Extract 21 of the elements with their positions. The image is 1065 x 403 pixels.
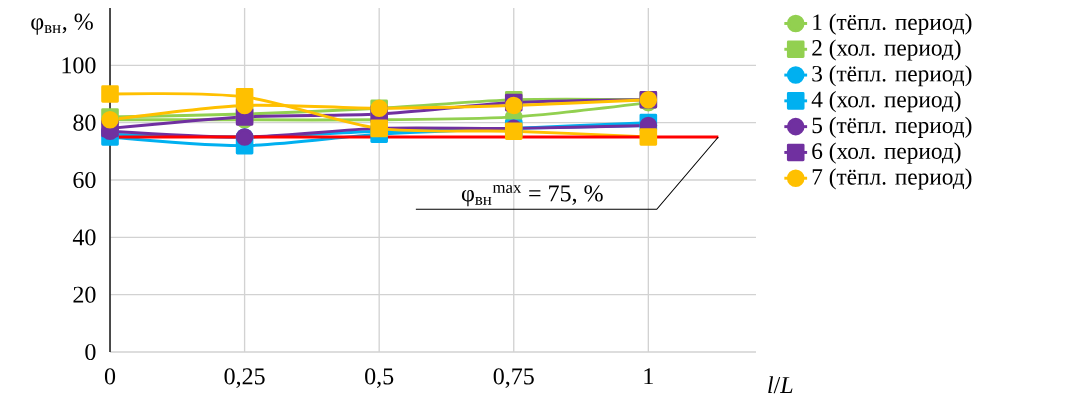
y-tick-label: 80 — [73, 114, 96, 131]
y-tick-label: 60 — [73, 171, 96, 189]
y-tick-label: 20 — [73, 286, 96, 303]
legend-label: 4 (хол. период) — [811, 90, 961, 113]
x-tick-label: 0 — [104, 368, 116, 385]
y-tick-label: 0 — [85, 343, 96, 361]
legend-label: 6 (хол. период) — [812, 142, 961, 164]
x-tick-label: 1 — [644, 368, 653, 385]
legend-label: 5 (тёпл. период) — [812, 116, 972, 138]
legend-label: 7 (тёпл. период) — [812, 168, 972, 190]
legend-label: 3 (тёпл. период) — [812, 65, 972, 87]
x-tick-label: 0,25 — [224, 368, 265, 388]
y-tick-label: 40 — [72, 229, 96, 246]
legend-label: 1 (тёпл. период) — [813, 13, 972, 35]
legend-label: 2 (хол. период) — [812, 39, 961, 61]
x-axis-title: l/L — [768, 376, 793, 394]
annotation: φ$_{вн}$$^{max}$ = 75, % — [461, 184, 603, 207]
x-tick-label: 0,5 — [365, 368, 394, 388]
y-tick-label: 100 — [62, 57, 96, 74]
y-axis-title: φ$_{вн}$, % — [31, 13, 93, 35]
x-tick-label: 0,75 — [493, 368, 534, 388]
